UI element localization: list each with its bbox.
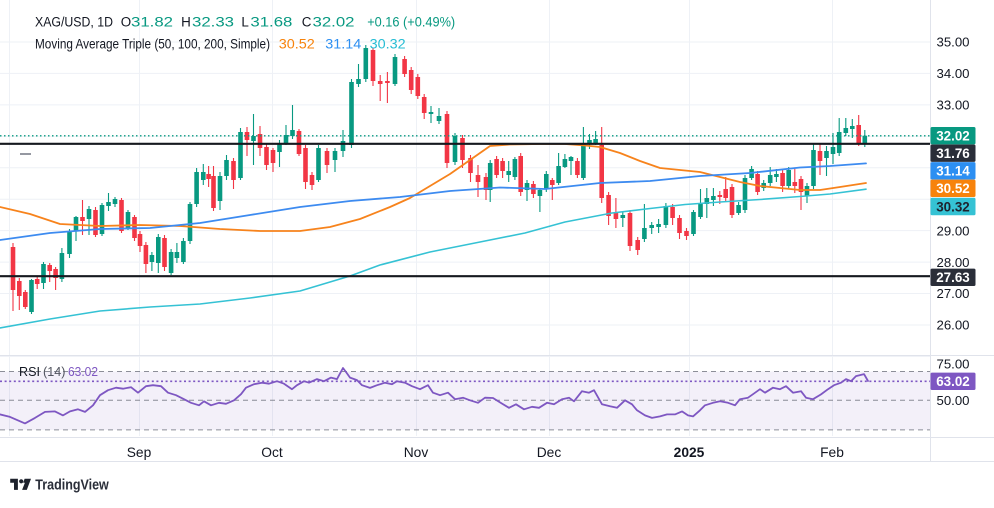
svg-text:Moving Average Triple (50, 100: Moving Average Triple (50, 100, 200, Sim… (35, 37, 270, 52)
svg-text:Sep: Sep (127, 445, 152, 460)
svg-text:30.32: 30.32 (370, 37, 406, 52)
svg-text:32.02: 32.02 (313, 15, 355, 30)
svg-text:75.00: 75.00 (937, 357, 970, 372)
svg-text:27.63: 27.63 (936, 270, 970, 285)
svg-text:RSI: RSI (19, 365, 40, 379)
svg-text:C: C (302, 15, 312, 30)
svg-text:(14): (14) (43, 365, 65, 379)
svg-text:33.00: 33.00 (937, 98, 970, 113)
svg-text:O: O (121, 15, 131, 30)
svg-text:31.76: 31.76 (936, 146, 970, 161)
svg-text:31.68: 31.68 (250, 15, 292, 30)
svg-text:Oct: Oct (261, 445, 283, 460)
svg-text:31.14: 31.14 (936, 164, 970, 179)
svg-text:30.32: 30.32 (936, 199, 970, 214)
svg-text:63.02: 63.02 (68, 365, 98, 379)
svg-text:63.02: 63.02 (936, 374, 970, 389)
svg-text:30.52: 30.52 (279, 37, 315, 52)
svg-text:34.00: 34.00 (937, 66, 970, 81)
svg-text:27.00: 27.00 (937, 286, 970, 301)
svg-text:Dec: Dec (537, 445, 562, 460)
svg-text:30.52: 30.52 (936, 181, 970, 196)
svg-text:29.00: 29.00 (937, 223, 970, 238)
svg-text:35.00: 35.00 (937, 35, 970, 50)
svg-text:XAG/USD, 1D: XAG/USD, 1D (35, 15, 113, 30)
svg-text:Feb: Feb (820, 445, 844, 460)
svg-text:Nov: Nov (404, 445, 429, 460)
svg-text:28.00: 28.00 (937, 255, 970, 270)
svg-text:32.33: 32.33 (192, 15, 234, 30)
svg-text:31.14: 31.14 (325, 37, 362, 52)
svg-text:H: H (181, 15, 191, 30)
svg-text:50.00: 50.00 (937, 393, 970, 408)
svg-text:31.82: 31.82 (131, 15, 173, 30)
svg-text:26.00: 26.00 (937, 318, 970, 333)
svg-text:TradingView: TradingView (35, 477, 109, 493)
svg-text:+0.16 (+0.49%): +0.16 (+0.49%) (367, 15, 455, 30)
svg-text:32.02: 32.02 (936, 129, 970, 144)
svg-text:2025: 2025 (674, 445, 705, 460)
svg-text:L: L (241, 15, 248, 30)
